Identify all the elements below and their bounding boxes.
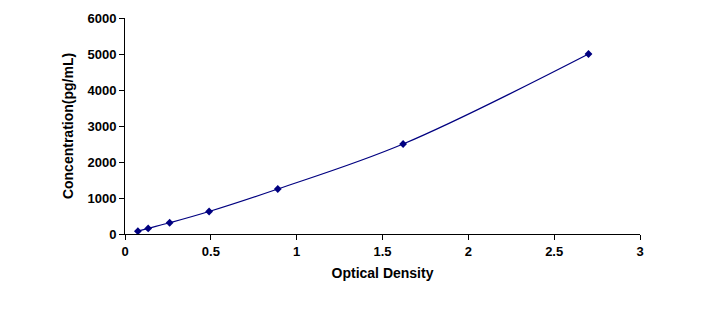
svg-text:3: 3: [636, 244, 643, 259]
svg-text:Optical Density: Optical Density: [332, 265, 434, 281]
svg-text:0.5: 0.5: [202, 244, 220, 259]
svg-text:0: 0: [109, 227, 116, 242]
svg-text:1.5: 1.5: [373, 244, 391, 259]
svg-text:2: 2: [465, 244, 472, 259]
svg-text:1000: 1000: [87, 191, 116, 206]
svg-text:1: 1: [293, 244, 300, 259]
svg-text:4000: 4000: [87, 83, 116, 98]
svg-text:2.5: 2.5: [545, 244, 563, 259]
svg-text:Concentration(pg/mL): Concentration(pg/mL): [60, 53, 76, 199]
svg-text:0: 0: [121, 244, 128, 259]
svg-text:6000: 6000: [87, 11, 116, 26]
svg-text:3000: 3000: [87, 119, 116, 134]
svg-text:2000: 2000: [87, 155, 116, 170]
svg-text:5000: 5000: [87, 47, 116, 62]
